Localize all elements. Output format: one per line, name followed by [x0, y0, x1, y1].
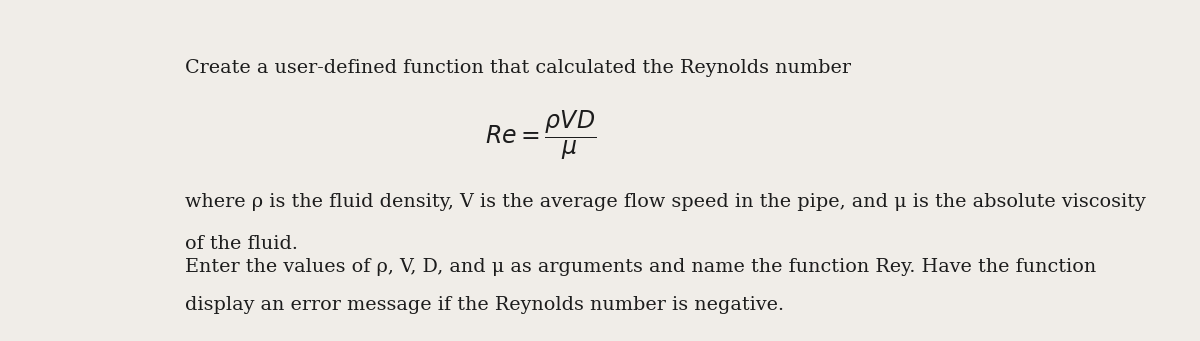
Text: Enter the values of ρ, V, D, and μ as arguments and name the function Rey. Have : Enter the values of ρ, V, D, and μ as ar… — [185, 257, 1097, 276]
Text: Create a user-defined function that calculated the Reynolds number: Create a user-defined function that calc… — [185, 59, 851, 77]
Text: of the fluid.: of the fluid. — [185, 235, 299, 253]
Text: display an error message if the Reynolds number is negative.: display an error message if the Reynolds… — [185, 296, 785, 314]
Text: $\mathit{Re} = \dfrac{\rho VD}{\mu}$: $\mathit{Re} = \dfrac{\rho VD}{\mu}$ — [485, 109, 596, 162]
Text: where ρ is the fluid density, V is the average flow speed in the pipe, and μ is : where ρ is the fluid density, V is the a… — [185, 193, 1146, 211]
